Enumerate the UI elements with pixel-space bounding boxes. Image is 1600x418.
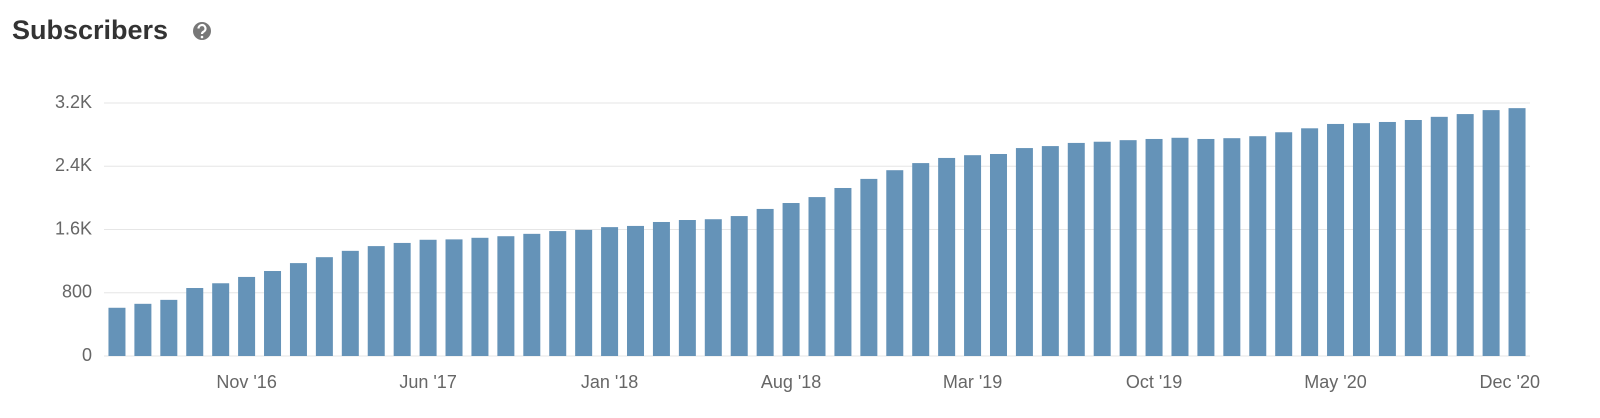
y-tick-label: 0	[82, 345, 92, 365]
bar	[1456, 114, 1474, 356]
bar	[1223, 138, 1241, 356]
bar	[730, 216, 748, 356]
bar	[212, 283, 230, 356]
bar	[1301, 128, 1319, 356]
bar	[964, 155, 982, 356]
bar	[1119, 140, 1137, 356]
y-tick-label: 800	[62, 282, 92, 302]
bar	[1430, 116, 1448, 356]
bar	[1482, 110, 1500, 356]
bar	[445, 239, 463, 356]
bar	[497, 236, 515, 356]
bar	[367, 246, 385, 356]
bar	[834, 187, 852, 356]
bar	[989, 153, 1007, 356]
bar	[264, 271, 282, 356]
bar	[315, 257, 333, 356]
bar	[886, 170, 904, 356]
bar	[289, 263, 307, 356]
bar	[160, 299, 178, 356]
bar	[860, 178, 878, 356]
x-tick-label: Nov '16	[216, 372, 276, 392]
bar	[523, 233, 541, 356]
bar	[627, 225, 645, 356]
bar	[1041, 146, 1059, 356]
x-tick-label: Oct '19	[1126, 372, 1182, 392]
bar	[1171, 137, 1189, 356]
bar	[471, 237, 489, 356]
bar	[419, 239, 437, 356]
y-tick-label: 1.6K	[55, 218, 92, 238]
bar	[238, 276, 256, 356]
bar	[1067, 142, 1085, 356]
bar	[756, 208, 774, 356]
bar	[912, 163, 930, 356]
y-tick-label: 2.4K	[55, 155, 92, 175]
bar	[1352, 123, 1370, 356]
bar	[186, 288, 204, 356]
bar	[575, 229, 593, 356]
bar	[1275, 132, 1293, 356]
bar	[1327, 123, 1345, 356]
bar	[782, 203, 800, 356]
bar	[1508, 108, 1526, 356]
bar	[652, 221, 670, 356]
bar	[1145, 138, 1163, 356]
bar	[134, 303, 152, 356]
bar	[549, 231, 567, 356]
bar	[108, 307, 126, 356]
x-tick-label: Dec '20	[1480, 372, 1540, 392]
help-icon[interactable]	[193, 22, 211, 40]
bar	[1093, 141, 1111, 356]
bar	[601, 227, 619, 356]
bar	[1404, 119, 1422, 356]
bar	[393, 242, 411, 356]
bar	[1015, 148, 1033, 356]
bar	[341, 250, 359, 356]
chart-title: Subscribers	[12, 15, 168, 45]
x-tick-label: Mar '19	[943, 372, 1002, 392]
x-tick-label: Jun '17	[399, 372, 456, 392]
bar	[704, 219, 722, 356]
bar	[808, 197, 826, 356]
bar	[938, 157, 956, 356]
bar	[1378, 121, 1396, 356]
bar	[678, 220, 696, 356]
x-tick-label: Jan '18	[581, 372, 638, 392]
x-tick-label: Aug '18	[761, 372, 822, 392]
x-tick-label: May '20	[1304, 372, 1366, 392]
bar	[1249, 136, 1267, 356]
y-tick-label: 3.2K	[55, 92, 92, 112]
bar	[1197, 138, 1215, 356]
